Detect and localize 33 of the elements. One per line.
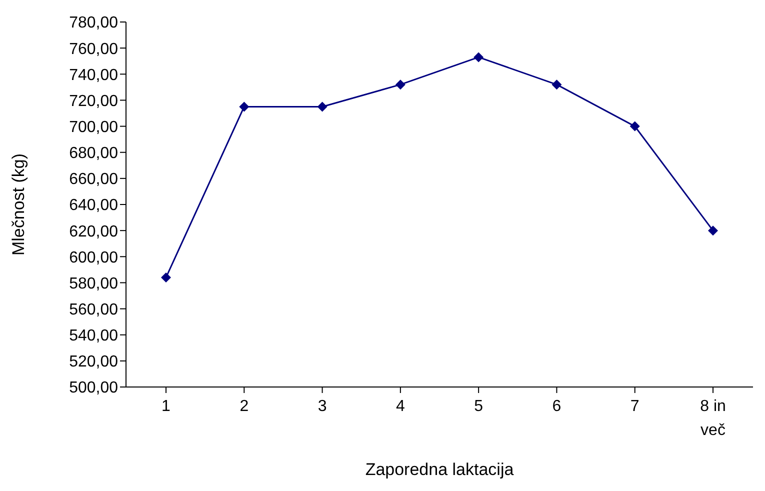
y-tick-label: 660,00 — [69, 171, 118, 188]
point — [474, 52, 484, 62]
y-tick-label: 600,00 — [69, 249, 118, 266]
x-tick-label: 1 — [162, 398, 171, 415]
x-tick-label: 6 — [552, 398, 562, 415]
x-tick-label: 3 — [318, 398, 327, 415]
y-tick-label: 720,00 — [69, 92, 118, 110]
point — [395, 80, 406, 90]
x-tick-label: 7 — [630, 398, 640, 415]
y-tick-label: 580,00 — [69, 275, 118, 292]
point — [630, 121, 640, 132]
y-tick-label: 760,00 — [69, 40, 118, 58]
y-tick-label: 640,00 — [69, 197, 118, 214]
y-axis-title: Mlečnost (kg) — [9, 153, 28, 256]
y-tick-label: 540,00 — [69, 328, 118, 345]
x-tick-label: 8 in več — [700, 398, 726, 439]
y-tick-label: 780,00 — [69, 14, 118, 32]
y-tick-label: 560,00 — [69, 301, 118, 318]
x-axis-title: Zaporedna laktacija — [365, 460, 514, 479]
y-tick-label: 680,00 — [69, 145, 118, 162]
point — [239, 102, 250, 112]
y-tick-label: 620,00 — [69, 223, 118, 240]
x-tick-label: 2 — [240, 398, 249, 415]
point — [317, 102, 328, 112]
point — [708, 226, 718, 236]
point — [161, 272, 171, 282]
y-tick-label: 520,00 — [69, 354, 118, 371]
point — [552, 80, 562, 90]
x-tick-label: 5 — [474, 398, 484, 415]
x-tick-label: 4 — [396, 398, 405, 415]
y-tick-label: 700,00 — [69, 118, 118, 136]
y-tick-label: 500,00 — [69, 380, 118, 397]
y-tick-label: 740,00 — [69, 66, 118, 84]
